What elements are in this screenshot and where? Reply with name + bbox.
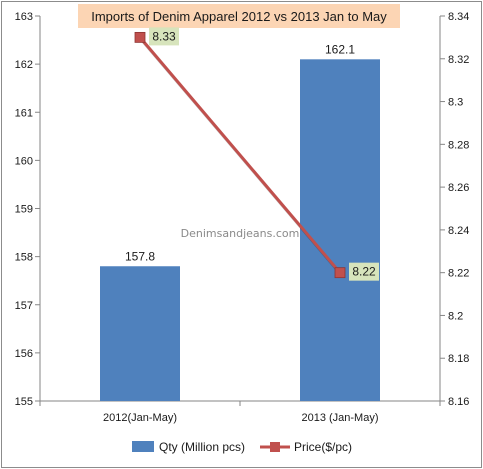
right-tick-label: 8.24 <box>448 225 469 237</box>
axes-group: 155 156 157 158 159 160 161 162 163 8.16 8.18 8.2 8.… <box>15 11 470 408</box>
legend-price-label: Price($/pc) <box>294 440 352 454</box>
legend: Qty (Million pcs) Price($/pc) <box>132 440 352 454</box>
right-tick-label: 8.34 <box>448 11 469 23</box>
price-value-label: 8.33 <box>152 29 176 43</box>
left-tick-label: 155 <box>15 396 33 408</box>
x-category-label: 2012(Jan-May) <box>103 412 177 424</box>
left-tick-label: 163 <box>15 11 33 23</box>
qty-bar-value-label: 157.8 <box>125 249 155 263</box>
right-tick-label: 8.18 <box>448 353 469 365</box>
qty-bar <box>100 266 180 401</box>
price-value-label-background <box>149 27 179 46</box>
price-value-label: 8.22 <box>352 265 376 279</box>
price-line <box>138 36 342 274</box>
qty-bar <box>300 59 380 401</box>
left-tick-label: 159 <box>15 204 33 216</box>
chart-title: Imports of Denim Apparel 2012 vs 2013 Ja… <box>91 9 387 24</box>
price-value-label-background <box>349 262 379 281</box>
qty-bar-value-label: 162.1 <box>325 42 355 56</box>
legend-qty-swatch <box>132 441 154 452</box>
price-marker <box>334 267 346 279</box>
x-category-label: 2013 (Jan-May) <box>301 412 378 424</box>
right-tick-label: 8.32 <box>448 54 469 66</box>
right-tick-label: 8.3 <box>448 97 463 109</box>
watermark-text: Denimsandjeans.com <box>181 227 300 240</box>
legend-qty-label: Qty (Million pcs) <box>159 440 245 454</box>
right-tick-label: 8.28 <box>448 139 469 151</box>
right-tick-label: 8.2 <box>448 310 463 322</box>
right-tick-label: 8.26 <box>448 182 469 194</box>
left-tick-label: 160 <box>15 155 33 167</box>
left-tick-label: 158 <box>15 252 33 264</box>
legend-price-marker <box>270 442 280 452</box>
chart-title-background <box>78 4 400 28</box>
left-tick-label: 161 <box>15 107 33 119</box>
right-tick-label: 8.22 <box>448 268 469 280</box>
price-line-group: 8.33 8.22 <box>134 27 379 281</box>
left-tick-label: 162 <box>15 59 33 71</box>
left-tick-label: 156 <box>15 348 33 360</box>
right-tick-label: 8.16 <box>448 396 469 408</box>
left-tick-label: 157 <box>15 300 33 312</box>
bars-group: 157.8 2012(Jan-May) 162.1 2013 (Jan-May) <box>100 42 380 424</box>
price-marker <box>134 31 146 43</box>
